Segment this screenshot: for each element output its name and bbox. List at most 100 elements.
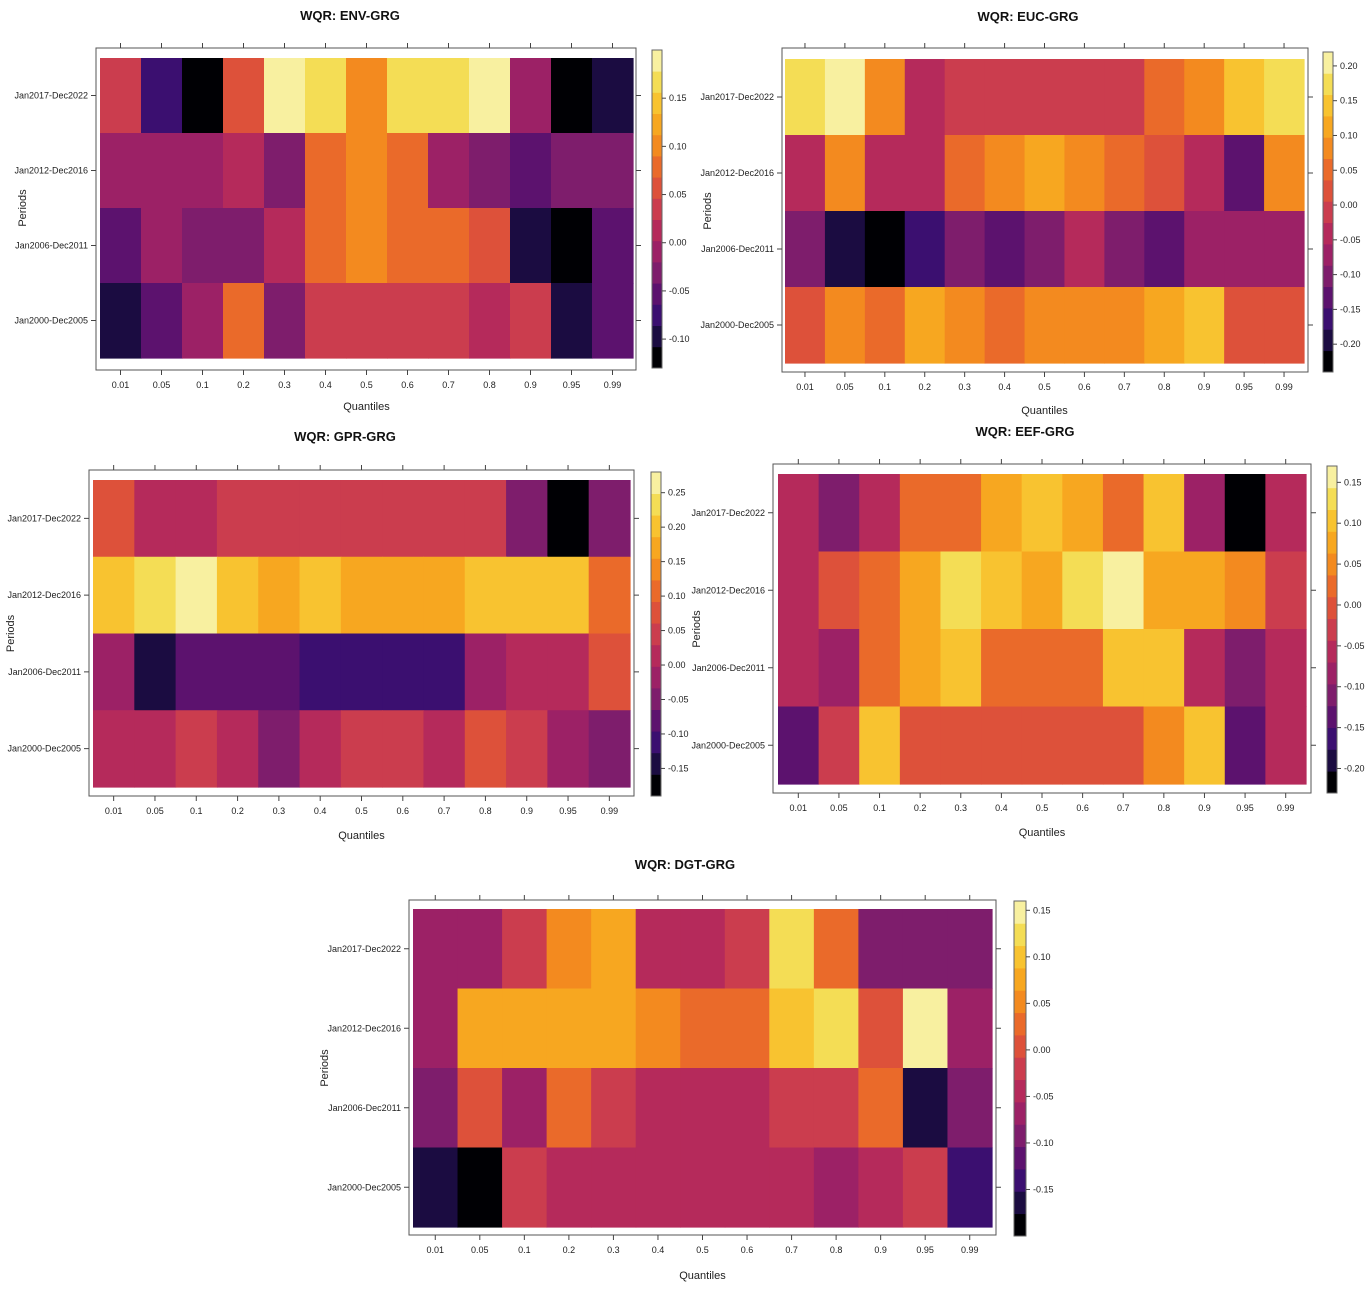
heatmap-cell: [1224, 706, 1266, 785]
heatmap-cell: [858, 988, 904, 1069]
colorbar-tick-label: 0.10: [669, 141, 687, 151]
heatmap-cell: [724, 909, 770, 990]
x-tick-label: 0.05: [830, 803, 848, 813]
x-tick-label: 0.9: [1198, 382, 1211, 392]
heatmap-cell: [1064, 59, 1105, 136]
x-tick-label: 0.05: [153, 380, 171, 390]
x-tick-label: 0.95: [1236, 803, 1254, 813]
colorbar-tick-label: -0.15: [668, 763, 689, 773]
colorbar-step: [652, 198, 662, 220]
heatmap-cell: [346, 133, 388, 209]
heatmap-cell: [984, 211, 1026, 288]
heatmap-cell: [902, 1068, 949, 1149]
heatmap-cell: [1024, 287, 1066, 364]
x-tick-label: 0.01: [796, 382, 814, 392]
heatmap-cell: [100, 283, 142, 359]
colorbar-tick-label: -0.10: [668, 729, 689, 739]
x-tick-label: 0.95: [1235, 382, 1253, 392]
heatmap-cell: [984, 59, 1026, 136]
heatmap-cell: [464, 556, 507, 635]
colorbar-step: [1014, 923, 1026, 947]
heatmap-cell: [947, 909, 993, 990]
x-tick-label: 0.7: [1118, 382, 1131, 392]
heatmap-cell: [680, 1068, 726, 1149]
colorbar-tick-label: 0.15: [668, 557, 686, 567]
x-tick-label: 0.95: [563, 380, 581, 390]
colorbar-tick-label: -0.05: [1033, 1091, 1054, 1101]
heatmap-cell: [1102, 706, 1145, 785]
y-tick-label: Jan2006-Dec2011: [328, 1103, 401, 1113]
x-tick-label: 0.4: [998, 382, 1011, 392]
x-tick-label: 0.8: [1158, 382, 1171, 392]
heatmap-cell: [506, 633, 548, 711]
colorbar-tick-label: -0.05: [669, 286, 690, 296]
heatmap-cell: [588, 710, 631, 788]
heatmap-cell: [93, 480, 135, 558]
colorbar-step: [1323, 201, 1333, 224]
heatmap-cell: [1184, 706, 1226, 785]
colorbar-tick-label: 0.20: [668, 522, 686, 532]
heatmap-cell: [223, 208, 265, 284]
heatmap-cell: [346, 283, 388, 359]
heatmap-cell: [141, 133, 183, 209]
colorbar-step: [1323, 265, 1333, 288]
heatmap-cell: [93, 710, 135, 788]
colorbar-tick-label: 0.10: [1340, 130, 1358, 140]
colorbar-step: [1327, 487, 1337, 510]
colorbar-step: [652, 325, 662, 348]
heatmap-cell: [864, 59, 906, 136]
heatmap-cell: [547, 556, 590, 635]
heatmap-cell: [547, 710, 590, 788]
colorbar-step: [1323, 158, 1333, 181]
colorbar-tick-label: -0.05: [1340, 235, 1361, 245]
heatmap-cell: [340, 710, 383, 788]
colorbar-tick-label: 0.05: [1344, 559, 1362, 569]
heatmap-cell: [592, 133, 634, 209]
heatmap-cell: [1143, 629, 1185, 708]
heatmap-cell: [588, 633, 631, 711]
heatmap-cell: [1184, 287, 1225, 364]
x-tick-label: 0.1: [518, 1245, 531, 1255]
x-tick-label: 0.2: [237, 380, 250, 390]
heatmap-cell: [506, 480, 548, 558]
heatmap-cell: [981, 706, 1023, 785]
heatmap-cell: [551, 133, 593, 209]
heatmap-cell: [258, 710, 301, 788]
colorbar-tick-label: -0.05: [668, 694, 689, 704]
heatmap-cell: [944, 59, 986, 136]
colorbar-step: [651, 536, 661, 559]
x-axis-label: Quantiles: [679, 1270, 726, 1282]
heatmap-cell: [1264, 135, 1305, 212]
heatmap-cell: [258, 480, 301, 558]
heatmap-cell: [413, 988, 459, 1069]
x-tick-label: 0.99: [604, 380, 622, 390]
heatmap-cell: [382, 633, 425, 711]
colorbar-step: [652, 177, 662, 199]
heatmap-cell: [859, 551, 901, 630]
colorbar-tick-label: 0.25: [668, 488, 686, 498]
colorbar-tick-label: 0.20: [1340, 61, 1358, 71]
colorbar-step: [651, 515, 661, 538]
heatmap-cell: [182, 283, 224, 359]
heatmap-cell: [428, 133, 470, 209]
heatmap-cell: [547, 633, 590, 711]
heatmap-cell: [785, 287, 826, 364]
colorbar-tick-label: 0.05: [668, 626, 686, 636]
heatmap-cell: [1143, 474, 1185, 553]
heatmap-cell: [1021, 706, 1063, 785]
x-tick-label: 0.4: [652, 1245, 665, 1255]
heatmap-cell: [510, 58, 552, 134]
colorbar-step: [1014, 945, 1026, 969]
heatmap-cell: [1265, 629, 1307, 708]
y-axis-label: Periods: [17, 189, 29, 227]
y-tick-label: Jan2006-Dec2011: [8, 667, 81, 677]
heatmap-cell: [944, 135, 986, 212]
y-tick-label: Jan2006-Dec2011: [692, 663, 765, 673]
colorbar-tick-label: -0.10: [1344, 682, 1365, 692]
heatmap-cell: [864, 287, 906, 364]
x-tick-label: 0.4: [314, 806, 327, 816]
colorbar-step: [1323, 94, 1333, 117]
heatmap-cell: [464, 710, 507, 788]
heatmap-cell: [858, 909, 904, 990]
heatmap-cell: [813, 1068, 859, 1149]
